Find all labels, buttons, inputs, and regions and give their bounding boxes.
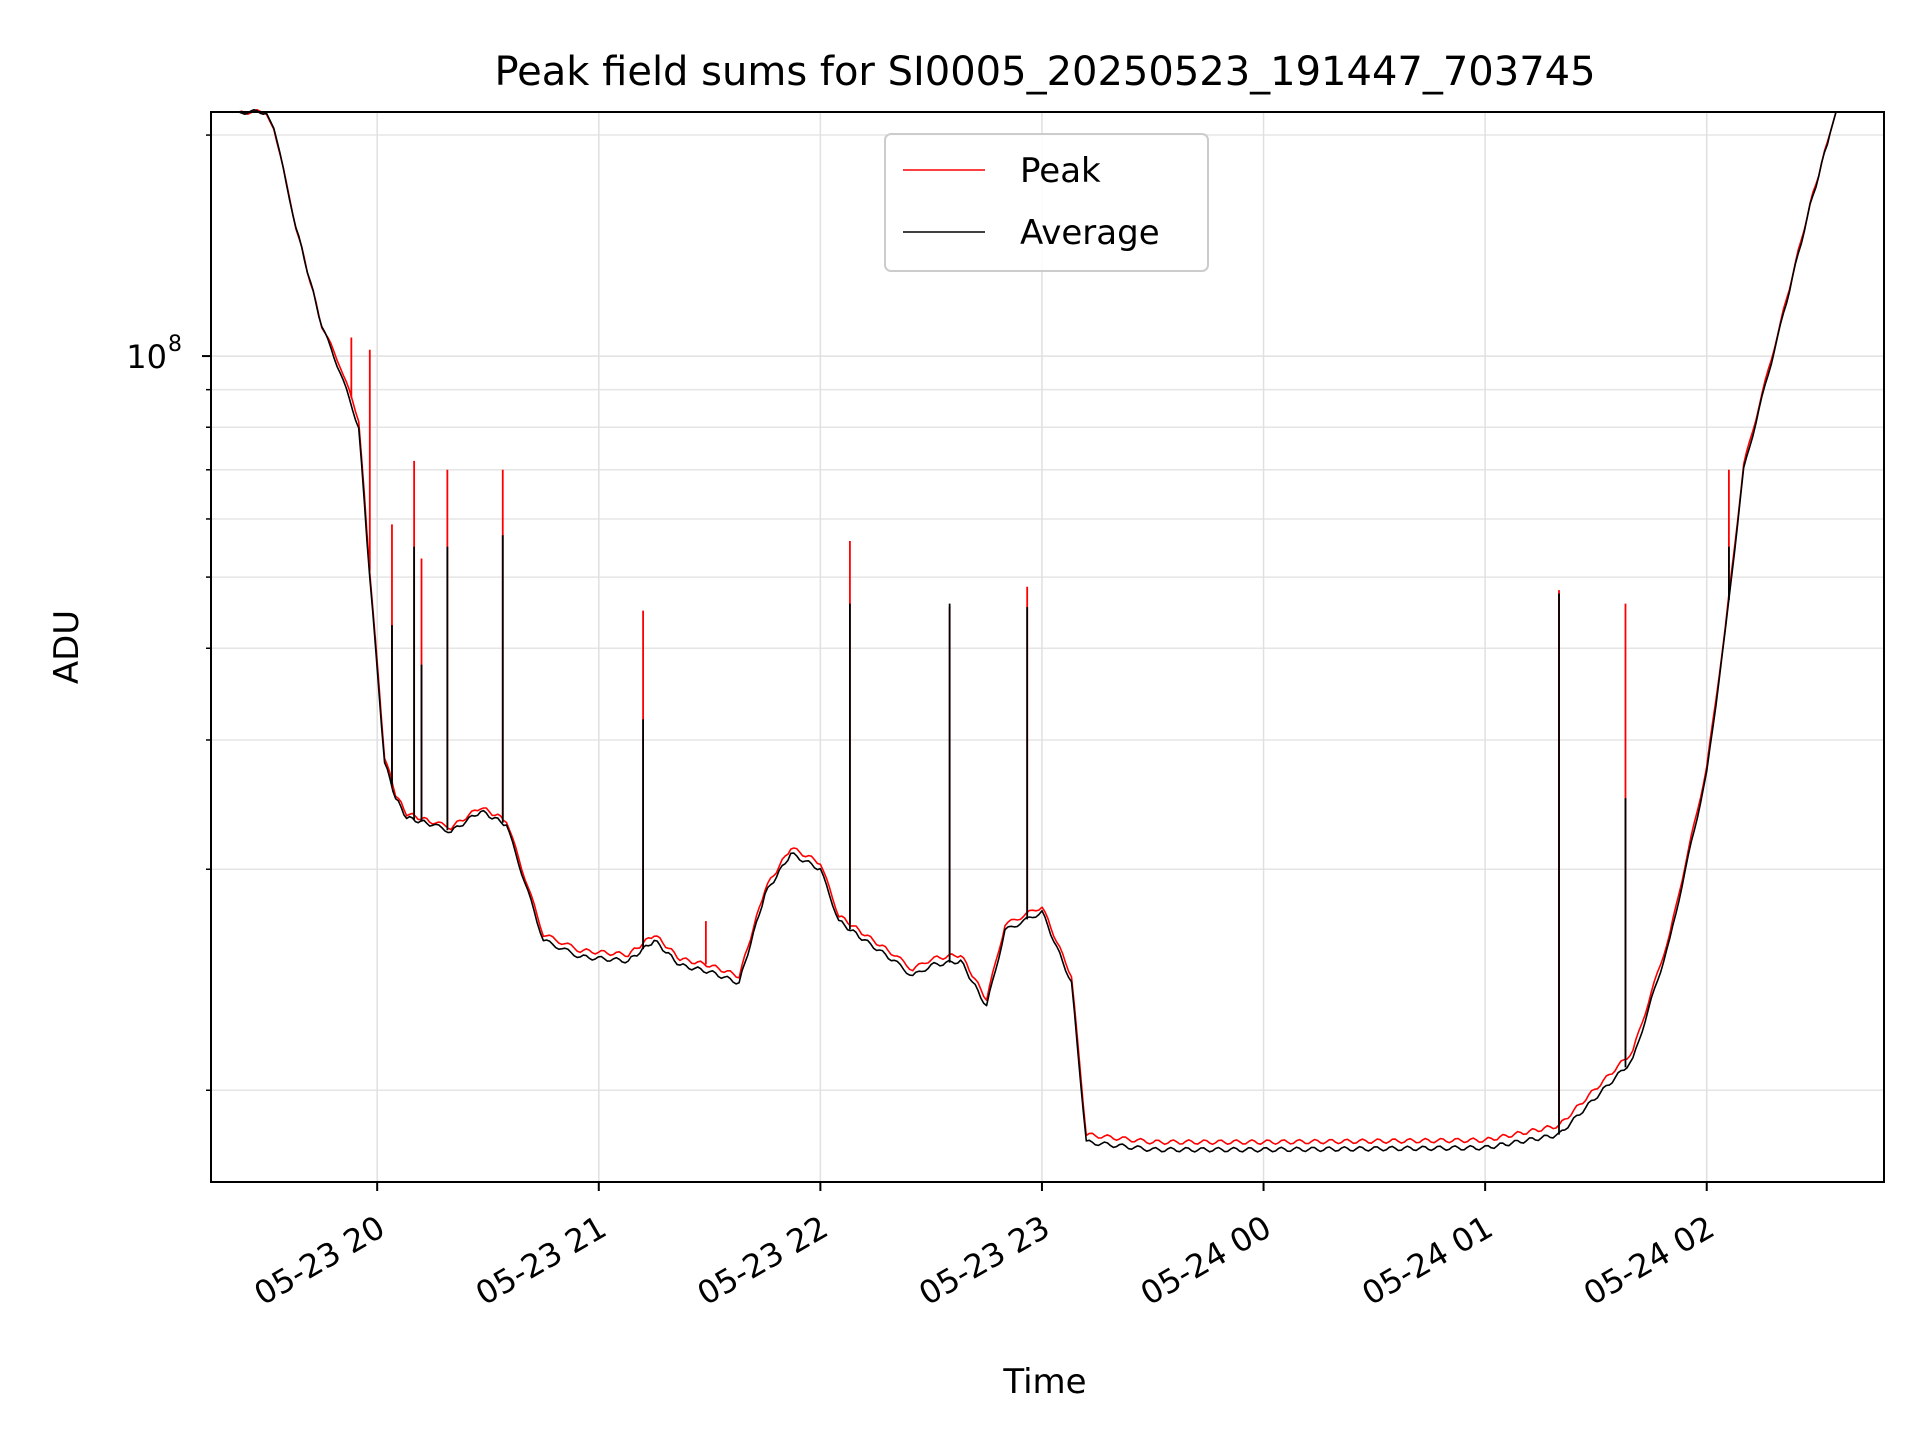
y-axis: 10 8	[126, 134, 211, 1092]
x-tick-label: 05-23 23	[912, 1208, 1056, 1313]
legend-label-peak: Peak	[1020, 151, 1101, 191]
x-axis-label: Time	[1002, 1362, 1086, 1402]
x-tick-label: 05-23 21	[469, 1208, 613, 1313]
y-tick-label: 10	[126, 338, 167, 376]
x-tick-label: 05-24 00	[1134, 1208, 1278, 1313]
series-line-average	[211, 109, 1884, 1153]
legend: Peak Average	[884, 133, 1209, 272]
x-axis: 05-23 20 05-23 21 05-23 22 05-23 23 05-24 00…	[248, 1182, 1721, 1313]
grid	[211, 112, 1884, 1182]
x-tick-label: 05-24 01	[1356, 1208, 1500, 1313]
y-tick-label-exponent: 8	[168, 332, 182, 357]
chart-title: Peak field sums for SI0005_20250523_1914…	[494, 49, 1595, 95]
x-tick-label: 05-23 22	[691, 1208, 835, 1313]
x-tick-label: 05-23 20	[248, 1208, 392, 1313]
axes-frame	[210, 111, 1885, 1183]
series-line-peak	[211, 109, 1884, 1146]
x-tick-label: 05-24 02	[1577, 1208, 1721, 1313]
legend-box	[884, 133, 1209, 272]
y-axis-label: ADU	[47, 610, 87, 684]
plot-area	[211, 109, 1884, 1153]
legend-label-average: Average	[1020, 213, 1160, 253]
